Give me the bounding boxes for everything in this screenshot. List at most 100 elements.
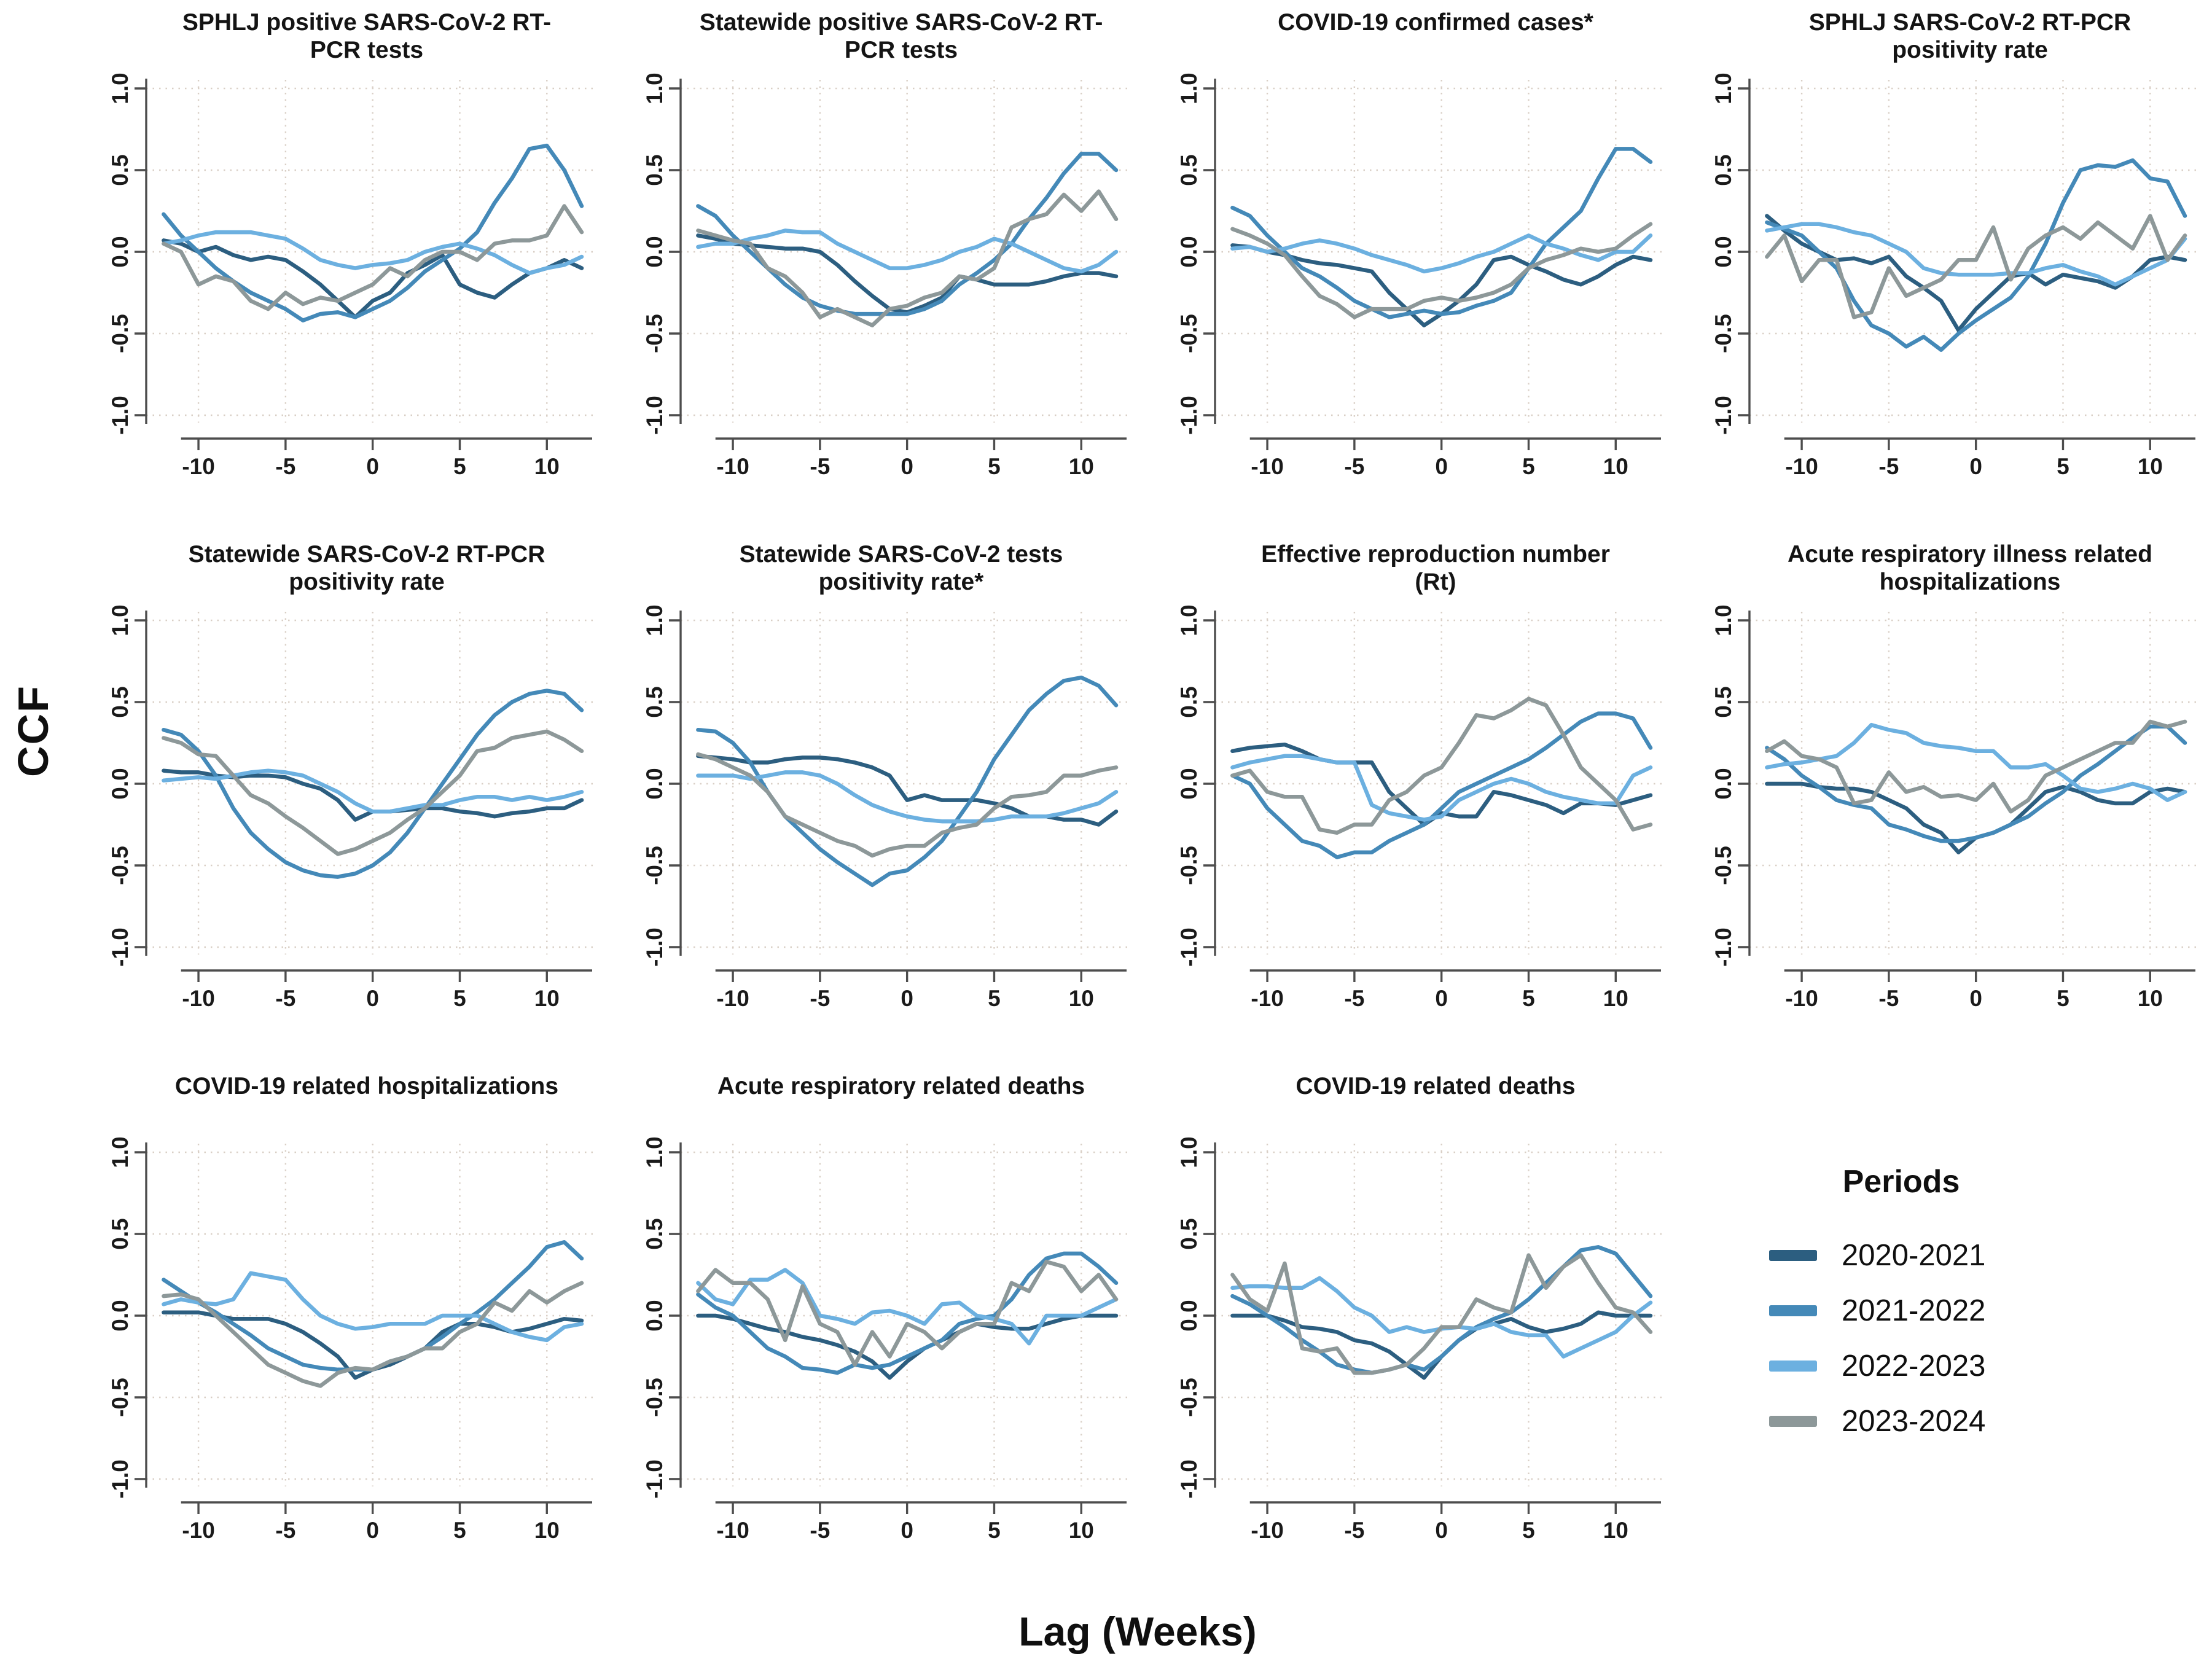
x-tick-label: 0	[901, 454, 913, 479]
x-tick-label: -10	[1251, 454, 1283, 479]
y-tick-label: 1.0	[1176, 604, 1202, 636]
y-tick-label: -0.5	[642, 314, 667, 353]
x-tick-label: 10	[534, 454, 560, 479]
y-tick-label: -1.0	[1711, 396, 1736, 435]
y-tick-label: 1.0	[107, 72, 133, 104]
series-line-2022-2023	[162, 230, 584, 275]
axes	[1738, 611, 2195, 982]
x-tick-label: 0	[1435, 986, 1448, 1011]
x-tick-label: -5	[810, 986, 830, 1011]
axes	[1738, 79, 2195, 450]
legend-label: 2021-2022	[1842, 1294, 1986, 1327]
series-line-2022-2023	[1230, 754, 1653, 822]
legend-entry: 2020-2021	[1769, 1238, 2206, 1273]
subplot-10: Acute respiratory related deaths 1.0 0.5 0.…	[603, 1071, 1138, 1603]
legend-entry: 2023-2024	[1769, 1404, 2206, 1439]
subplot-2: Statewide positive SARS-CoV-2 RT- PCR te…	[603, 7, 1138, 539]
tick-labels: 1.0 0.5 0.0 -0.5 -1.0 -10 -5 0 5 10	[1711, 72, 2163, 479]
x-tick-label: -10	[1251, 1518, 1283, 1543]
series-line-2022-2023	[162, 1271, 584, 1343]
y-tick-label: 0.5	[1711, 686, 1736, 717]
x-tick-label: 10	[534, 1518, 560, 1543]
x-tick-label: -10	[182, 986, 214, 1011]
gridlines	[146, 612, 595, 955]
subplot-5: Statewide SARS-CoV-2 RT-PCR positivity r…	[69, 539, 603, 1071]
legend-label: 2022-2023	[1842, 1349, 1986, 1383]
x-tick-label: 5	[2057, 454, 2069, 479]
series-line-2021-2022	[696, 1251, 1119, 1375]
series-line-2023-2024	[162, 204, 584, 311]
x-tick-label: 10	[1603, 454, 1628, 479]
legend-label: 2020-2021	[1842, 1239, 1986, 1272]
y-tick-label: 0.0	[1711, 768, 1736, 799]
y-tick-label: -1.0	[642, 396, 667, 435]
subplot-title: COVID-19 related hospitalizations	[174, 1073, 559, 1099]
legend-title: Periods	[1842, 1164, 1960, 1200]
x-tick-label: 0	[1435, 1518, 1448, 1543]
axes	[669, 611, 1127, 982]
series-line-2022-2023	[696, 770, 1119, 824]
y-tick-label: 0.0	[1711, 236, 1736, 267]
y-tick-label: -0.5	[107, 846, 133, 885]
y-tick-label: -1.0	[642, 1459, 667, 1499]
subplot-canvas: 1.0 0.5 0.0 -0.5 -1.0 -10 -5 0 5 10	[642, 604, 1129, 1011]
legend-entry: 2021-2022	[1769, 1294, 2206, 1328]
x-tick-label: 5	[1522, 1518, 1535, 1543]
tick-labels: 1.0 0.5 0.0 -0.5 -1.0 -10 -5 0 5 10	[107, 72, 560, 479]
subplot-9: COVID-19 related hospitalizations 1.0 0.5 0…	[69, 1071, 603, 1603]
series-line-2021-2022	[1230, 711, 1653, 859]
tick-labels: 1.0 0.5 0.0 -0.5 -1.0 -10 -5 0 5 10	[642, 1136, 1094, 1543]
x-tick-label: -5	[275, 986, 295, 1011]
subplot-canvas: 1.0 0.5 0.0 -0.5 -1.0 -10 -5 0 5 10	[1711, 604, 2198, 1011]
subplot-canvas: 1.0 0.5 0.0 -0.5 -1.0 -10 -5 0 5 10	[1176, 604, 1663, 1011]
series-line-2023-2024	[696, 1259, 1119, 1367]
legend: Periods 2020-2021 2021-2022 2022-2023 20…	[1672, 1071, 2206, 1603]
x-tick-label: 10	[1603, 986, 1628, 1011]
y-tick-label: 0.0	[1176, 768, 1202, 799]
gridlines	[681, 612, 1129, 955]
tick-labels: 1.0 0.5 0.0 -0.5 -1.0 -10 -5 0 5 10	[1176, 1136, 1628, 1543]
subplot-canvas: 1.0 0.5 0.0 -0.5 -1.0 -10 -5 0 5 10	[107, 1136, 595, 1543]
subplot-canvas: 1.0 0.5 0.0 -0.5 -1.0 -10 -5 0 5 10	[1176, 72, 1663, 479]
x-tick-label: 5	[2057, 986, 2069, 1011]
y-tick-label: -0.5	[1176, 1378, 1202, 1417]
y-tick-label: 1.0	[107, 1136, 133, 1168]
tick-labels: 1.0 0.5 0.0 -0.5 -1.0 -10 -5 0 5 10	[1176, 604, 1628, 1011]
tick-labels: 1.0 0.5 0.0 -0.5 -1.0 -10 -5 0 5 10	[642, 72, 1094, 479]
series-line-2023-2024	[696, 752, 1119, 858]
series-line-2023-2024	[1230, 697, 1653, 835]
subplot-title: Acute respiratory related deaths	[717, 1073, 1085, 1099]
y-tick-label: 0.5	[107, 686, 133, 717]
x-tick-label: 5	[453, 454, 466, 479]
x-tick-label: 5	[988, 1518, 1001, 1543]
x-tick-label: -5	[1878, 986, 1899, 1011]
y-tick-label: 0.5	[1176, 686, 1202, 717]
subplot-title: Statewide positive SARS-CoV-2 RT- PCR te…	[699, 9, 1103, 64]
legend-label: 2023-2024	[1842, 1405, 1986, 1438]
y-tick-label: -0.5	[107, 1378, 133, 1417]
x-tick-label: 0	[1435, 454, 1448, 479]
y-tick-label: -0.5	[642, 1378, 667, 1417]
axes	[135, 611, 592, 982]
axes	[135, 79, 592, 450]
axes	[669, 1142, 1127, 1514]
series-line-2021-2022	[162, 689, 584, 879]
y-tick-label: -0.5	[1711, 846, 1736, 885]
subplot-canvas: 1.0 0.5 0.0 -0.5 -1.0 -10 -5 0 5 10	[107, 604, 595, 1011]
series-line-2020-2021	[1230, 742, 1653, 827]
y-tick-label: 1.0	[107, 604, 133, 636]
y-tick-label: 1.0	[1711, 72, 1736, 104]
subplot-title: Statewide SARS-CoV-2 tests positivity ra…	[739, 541, 1063, 596]
y-tick-label: 0.5	[1711, 154, 1736, 185]
x-tick-label: 5	[988, 986, 1001, 1011]
series-line-2022-2023	[1765, 222, 2187, 287]
tick-labels: 1.0 0.5 0.0 -0.5 -1.0 -10 -5 0 5 10	[642, 604, 1094, 1011]
y-tick-label: 1.0	[642, 604, 667, 636]
subplot-canvas: 1.0 0.5 0.0 -0.5 -1.0 -10 -5 0 5 10	[107, 72, 595, 479]
x-tick-label: 10	[1069, 986, 1094, 1011]
series-line-2022-2023	[1230, 233, 1653, 274]
tick-labels: 1.0 0.5 0.0 -0.5 -1.0 -10 -5 0 5 10	[107, 604, 560, 1011]
x-tick-label: 0	[366, 986, 379, 1011]
x-tick-label: -5	[1344, 1518, 1364, 1543]
